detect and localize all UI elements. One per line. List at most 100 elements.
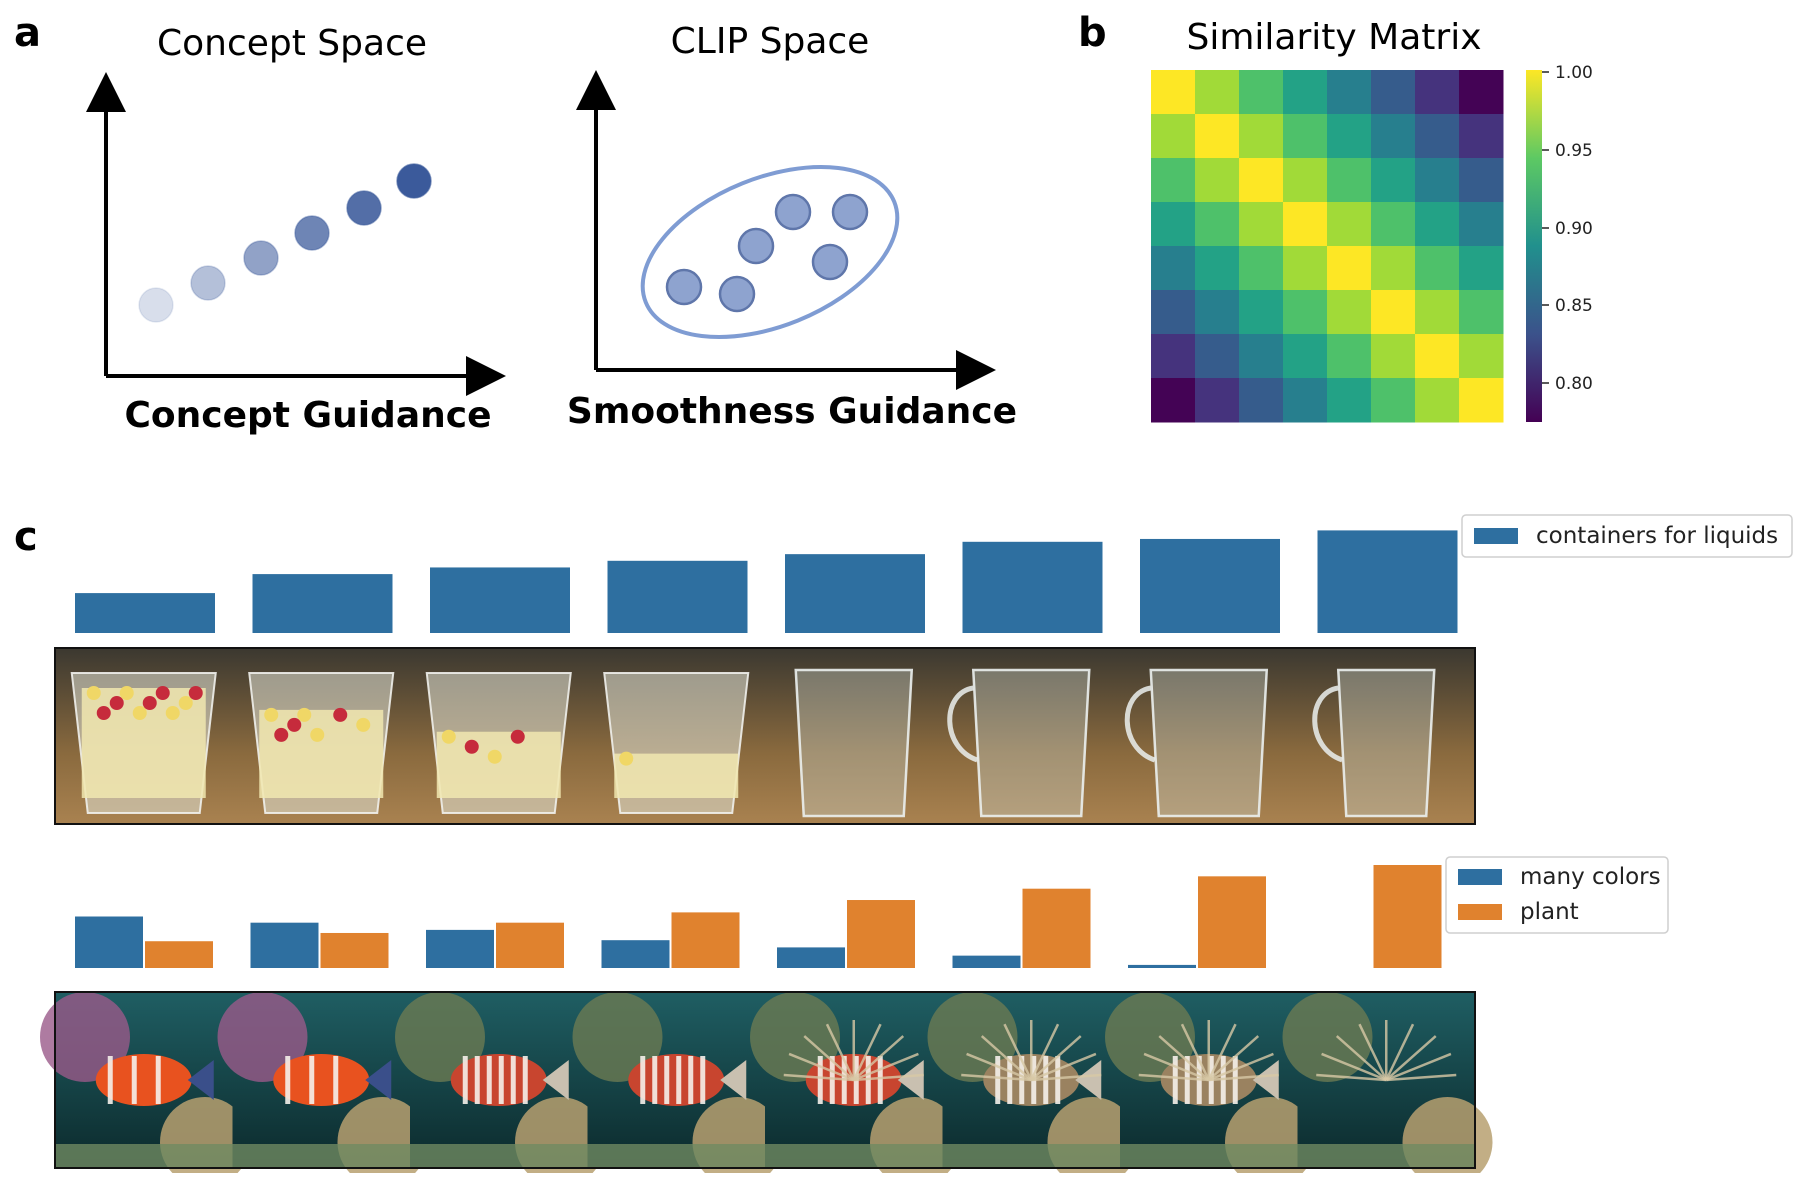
concept-points xyxy=(138,163,432,323)
legend-swatch-plant xyxy=(1458,904,1502,920)
heatmap-cell xyxy=(1195,70,1240,115)
bar-containers-for-liquids xyxy=(75,593,215,633)
image-trifle-dessert-in-glass-bowl xyxy=(55,648,233,824)
heatmap-cell xyxy=(1327,334,1372,379)
legend-swatch-many-colors xyxy=(1458,869,1502,885)
panel-c-letter: c xyxy=(14,514,38,560)
concept-space-diagram: Concept Space Concept Guidance xyxy=(86,23,506,436)
clip-point xyxy=(665,268,703,306)
heatmap-cell xyxy=(1239,290,1284,335)
heatmap-cell xyxy=(1459,158,1504,203)
heatmap-cell xyxy=(1459,114,1504,159)
panel-c: c containers for liquids many colors pla… xyxy=(14,514,1793,1178)
heatmap-cell xyxy=(1151,334,1196,379)
image-glass-jug xyxy=(1120,648,1298,824)
heatmap-cell xyxy=(1459,202,1504,247)
row1-legend-box xyxy=(1461,514,1793,558)
heatmap-cell xyxy=(1283,202,1328,247)
heatmap-cell xyxy=(1151,202,1196,247)
colorbar-ticks: 1.00 0.95 0.90 0.85 0.80 xyxy=(1542,63,1593,394)
image-spiky-plant xyxy=(1282,992,1493,1178)
heatmap-cell xyxy=(1415,290,1460,335)
bar-plant xyxy=(1373,865,1442,968)
image-mostly-cream-bowl xyxy=(410,648,588,824)
heatmap-cell xyxy=(1283,246,1328,291)
image-clownfish-coral xyxy=(40,992,250,1178)
image-glass-cup xyxy=(765,648,943,824)
colorbar-gradient xyxy=(1526,70,1542,422)
bar-many-colors xyxy=(777,947,845,968)
clip-space-title: CLIP Space xyxy=(671,21,870,62)
bar-containers-for-liquids xyxy=(430,567,570,633)
panel-b-letter: b xyxy=(1078,10,1107,56)
bar-plant xyxy=(320,932,389,968)
bar-plant xyxy=(1198,876,1266,968)
heatmap-cell xyxy=(1195,158,1240,203)
clip-point xyxy=(737,227,775,265)
heatmap-cell xyxy=(1415,114,1460,159)
panel-a-letter: a xyxy=(14,10,41,56)
heatmap-cell xyxy=(1151,114,1196,159)
concept-point xyxy=(294,215,330,251)
heatmap-cell xyxy=(1151,378,1196,423)
heatmap-cell xyxy=(1459,290,1504,335)
heatmap-cell xyxy=(1371,246,1416,291)
heatmap-cell xyxy=(1195,202,1240,247)
legend-label-containers: containers for liquids xyxy=(1536,523,1778,549)
heatmap-cell xyxy=(1371,290,1416,335)
bar-containers-for-liquids xyxy=(1140,538,1280,633)
image-striped-fish-2 xyxy=(572,992,783,1178)
concept-guidance-label: Concept Guidance xyxy=(124,395,491,436)
similarity-matrix-title: Similarity Matrix xyxy=(1187,17,1482,58)
heatmap-cell xyxy=(1239,114,1284,159)
row1-legend: containers for liquids xyxy=(1461,514,1793,558)
heatmap-cell xyxy=(1327,378,1372,423)
heatmap-cell xyxy=(1415,378,1460,423)
concept-point xyxy=(190,265,226,301)
heatmap-cell xyxy=(1151,158,1196,203)
concept-point xyxy=(346,190,382,226)
panel-b: b Similarity Matrix 1.00 0.95 0.90 0.85 0.80 xyxy=(1078,10,1593,423)
colorbar-tick-label: 0.90 xyxy=(1555,219,1593,239)
concept-space-title: Concept Space xyxy=(157,23,427,64)
heatmap-cell xyxy=(1195,114,1240,159)
heatmap-cell xyxy=(1459,70,1504,115)
heatmap-cell xyxy=(1459,334,1504,379)
heatmap-cell xyxy=(1195,246,1240,291)
heatmap-cell xyxy=(1327,158,1372,203)
heatmap-cell xyxy=(1239,158,1284,203)
heatmap-cell xyxy=(1239,246,1284,291)
image-trifle-less-layered xyxy=(232,648,410,824)
heatmap-cell xyxy=(1283,290,1328,335)
legend-label-many-colors: many colors xyxy=(1520,864,1661,890)
heatmap-cell xyxy=(1415,70,1460,115)
colorbar-tick-label: 0.85 xyxy=(1555,296,1593,316)
heatmap-cell xyxy=(1151,70,1196,115)
bar-containers-for-liquids xyxy=(962,541,1103,633)
legend-label-plant: plant xyxy=(1520,899,1579,925)
heatmap-cell xyxy=(1239,378,1284,423)
heatmap-cell xyxy=(1283,334,1328,379)
heatmap-cell xyxy=(1327,246,1372,291)
smoothness-guidance-label: Smoothness Guidance xyxy=(567,391,1017,432)
heatmap-cell xyxy=(1283,70,1328,115)
clip-point xyxy=(831,193,869,231)
bar-plant xyxy=(496,922,564,968)
image-clownfish-coral-2 xyxy=(217,992,428,1178)
heatmap-cell xyxy=(1195,378,1240,423)
colorbar-tick-label: 1.00 xyxy=(1555,63,1593,83)
heatmap-cell xyxy=(1327,290,1372,335)
heatmap-cell xyxy=(1459,378,1504,423)
clip-point xyxy=(811,243,849,281)
heatmap-cell xyxy=(1415,246,1460,291)
bar-many-colors xyxy=(952,955,1021,968)
clip-space-diagram: CLIP Space Smoothness Guidance xyxy=(567,21,1017,432)
heatmap-cell xyxy=(1371,114,1416,159)
row2-legend: many colors plant xyxy=(1445,856,1669,934)
heatmap-cell xyxy=(1371,378,1416,423)
image-striped-fish-3 xyxy=(750,992,960,1178)
bar-many-colors xyxy=(601,940,670,968)
heatmap-cell xyxy=(1415,158,1460,203)
heatmap-cell xyxy=(1239,334,1284,379)
heatmap-cell xyxy=(1195,290,1240,335)
